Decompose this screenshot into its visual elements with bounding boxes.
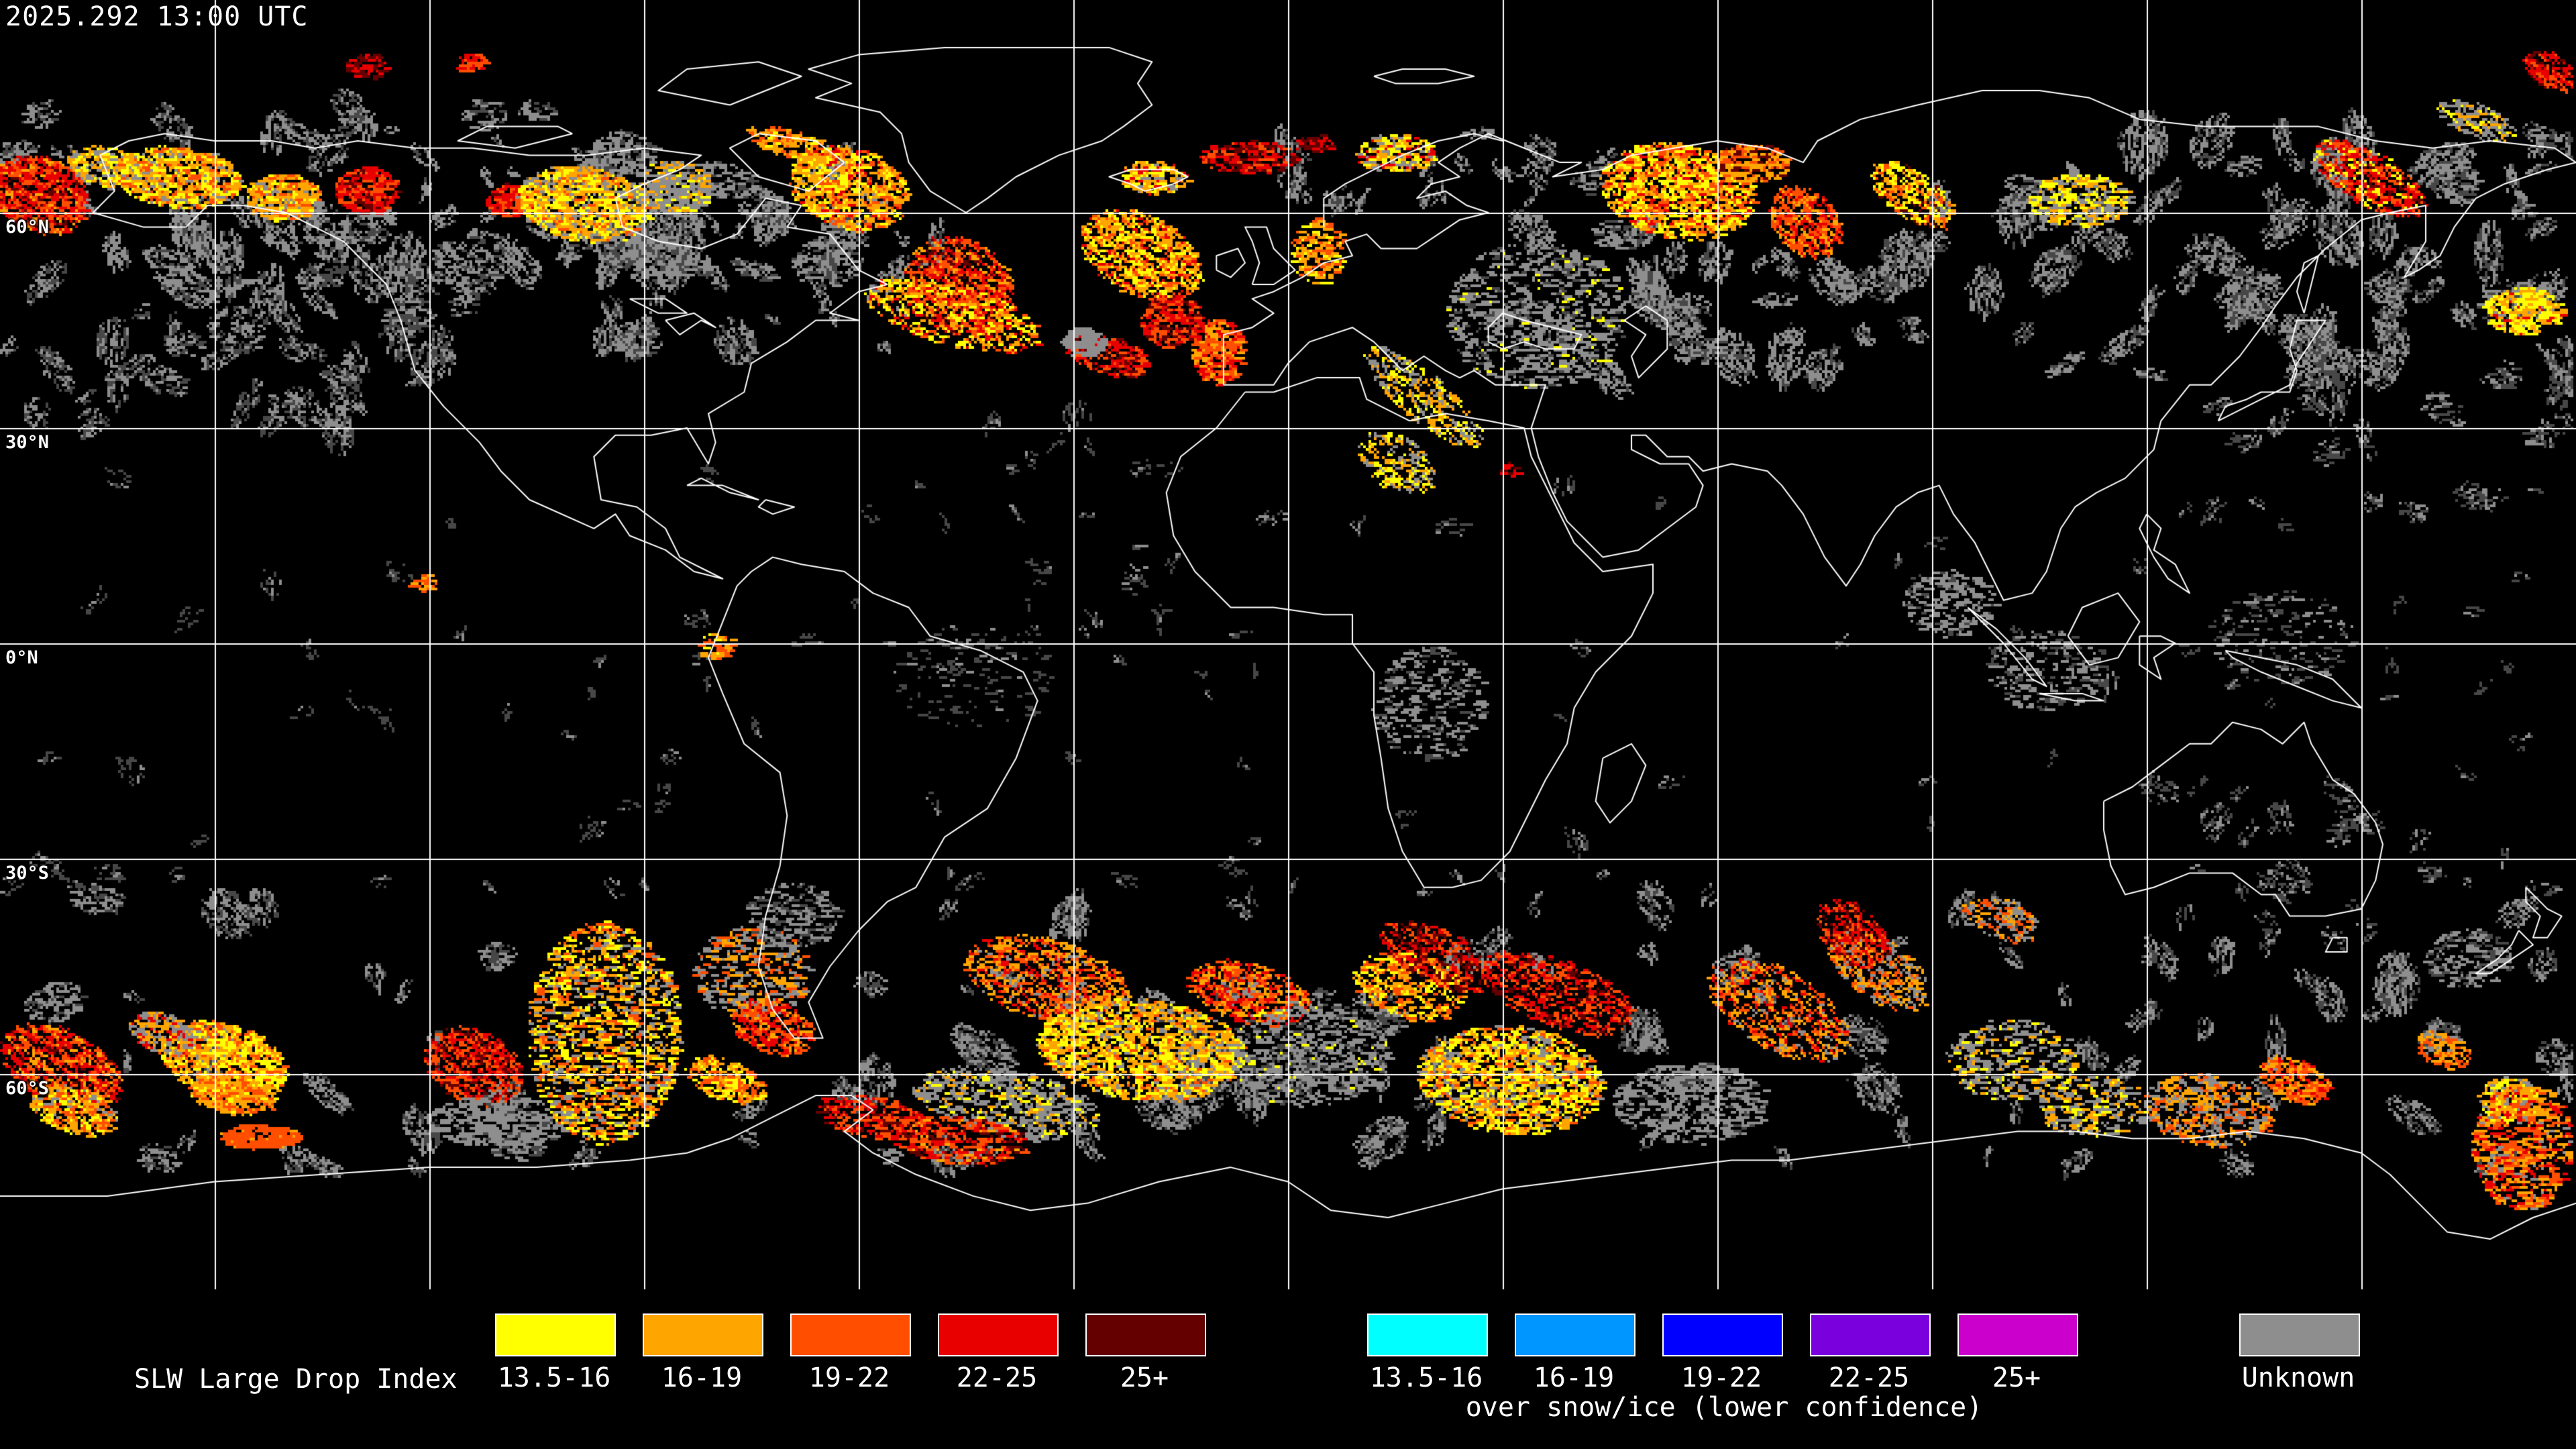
legend-label-standard-1: 16-19 [661, 1362, 743, 1393]
legend-label-snow-0: 13.5-16 [1369, 1362, 1483, 1393]
legend-swatch-unknown-0 [2239, 1313, 2360, 1356]
legend-label-snow-1: 16-19 [1533, 1362, 1615, 1393]
latitude-label-30n: 30°N [5, 432, 50, 453]
legend-swatch-snow-2 [1662, 1313, 1783, 1356]
legend-swatch-snow-0 [1367, 1313, 1488, 1356]
timestamp-label: 2025.292 13:00 UTC [5, 1, 309, 32]
legend-swatch-standard-3 [938, 1313, 1059, 1356]
legend-label-snow-2: 19-22 [1680, 1362, 1762, 1393]
legend-label-standard-0: 13.5-16 [497, 1362, 611, 1393]
legend-snow-caption: over snow/ice (lower confidence) [1465, 1392, 1983, 1423]
legend-swatch-standard-1 [643, 1313, 763, 1356]
latitude-label-0n: 0°N [5, 647, 38, 668]
legend-label-standard-2: 19-22 [808, 1362, 890, 1393]
legend-label-standard-4: 25+ [1120, 1362, 1169, 1393]
legend-label-unknown-0: Unknown [2241, 1362, 2355, 1393]
legend-label-snow-3: 22-25 [1828, 1362, 1910, 1393]
latitude-label-60s: 60°S [5, 1078, 50, 1099]
latitude-label-60n: 60°N [5, 217, 50, 237]
legend-title: SLW Large Drop Index [134, 1364, 458, 1395]
legend-swatch-standard-2 [790, 1313, 911, 1356]
legend-swatch-standard-4 [1085, 1313, 1206, 1356]
legend-swatch-snow-3 [1810, 1313, 1931, 1356]
legend-label-standard-3: 22-25 [956, 1362, 1038, 1393]
legend-swatch-snow-1 [1515, 1313, 1635, 1356]
legend-swatch-snow-4 [1957, 1313, 2078, 1356]
legend-label-snow-4: 25+ [1992, 1362, 2041, 1393]
legend-swatch-standard-0 [495, 1313, 616, 1356]
latitude-label-30s: 30°S [5, 863, 50, 883]
